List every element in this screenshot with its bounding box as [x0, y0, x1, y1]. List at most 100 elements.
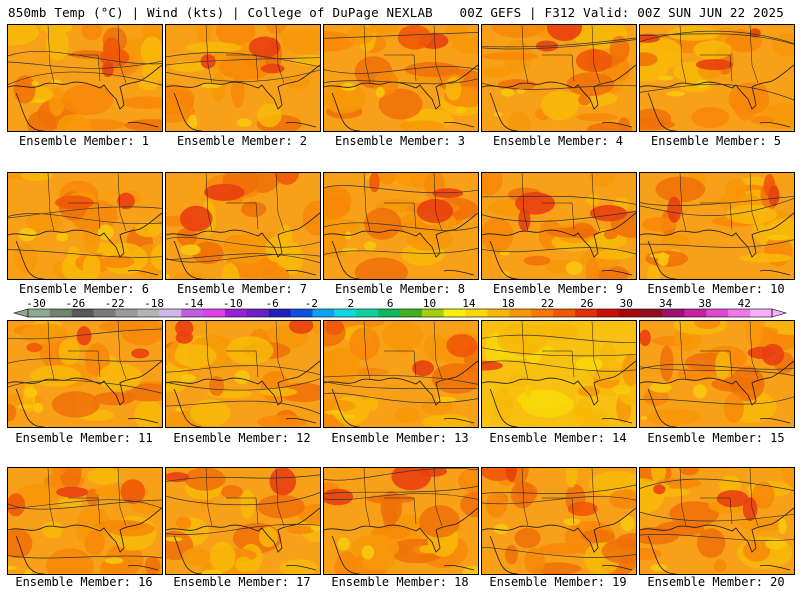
colorbar-tick-label: -30	[26, 297, 46, 310]
colorbar-tick-label: 22	[540, 297, 555, 310]
temperature-field	[324, 25, 478, 131]
temperature-field	[482, 25, 636, 131]
ensemble-member-label: Ensemble Member: 5	[650, 134, 782, 148]
colorbar-swatch	[203, 309, 226, 317]
ensemble-member-map	[7, 467, 163, 575]
ensemble-member-map	[323, 467, 479, 575]
temperature-field	[482, 173, 636, 279]
colorbar-swatch	[378, 309, 401, 317]
colorbar-tick-label: -14	[183, 297, 204, 310]
ensemble-member-label: Ensemble Member: 2	[176, 134, 308, 148]
ensemble-member-map	[7, 24, 163, 132]
temperature-field	[482, 468, 636, 574]
colorbar-tick-label: 38	[698, 297, 712, 310]
colorbar-tick-label: 18	[501, 297, 515, 310]
colorbar-swatch	[290, 309, 313, 317]
ensemble-member-label: Ensemble Member: 10	[647, 282, 785, 296]
colorbar-swatch	[662, 309, 685, 317]
ensemble-member-map	[481, 24, 637, 132]
colorbar-swatch	[312, 309, 335, 317]
colorbar-tick-label: 26	[580, 297, 594, 310]
colorbar-swatch	[618, 309, 642, 317]
ensemble-member-label: Ensemble Member: 14	[489, 431, 627, 445]
colorbar-tick-label: -26	[65, 297, 86, 310]
temperature-field	[324, 173, 478, 279]
colorbar-tick-label: -18	[144, 297, 165, 310]
colorbar-swatch	[706, 309, 729, 317]
colorbar-swatch	[159, 309, 182, 317]
colorbar-tick-label: 6	[386, 297, 394, 310]
ensemble-member-map	[639, 467, 795, 575]
ensemble-member-map	[7, 172, 163, 280]
colorbar-swatch	[181, 309, 204, 317]
ensemble-member-map	[481, 172, 637, 280]
colorbar-swatch	[224, 309, 248, 317]
colorbar-swatch	[553, 309, 576, 317]
colorbar-swatch	[93, 309, 117, 317]
colorbar-swatch	[356, 309, 379, 317]
ensemble-member-label: Ensemble Member: 9	[492, 282, 624, 296]
colorbar-swatch	[334, 309, 357, 317]
ensemble-member-map	[323, 172, 479, 280]
temperature-field	[8, 321, 162, 427]
ensemble-member-map	[481, 467, 637, 575]
colorbar-swatch	[443, 309, 467, 317]
colorbar-swatch	[487, 309, 510, 317]
temperature-field	[482, 321, 636, 427]
colorbar-swatch	[640, 309, 664, 317]
ensemble-member-label: Ensemble Member: 19	[489, 575, 627, 589]
temperature-field	[640, 173, 794, 279]
ensemble-member-label: Ensemble Member: 1	[18, 134, 150, 148]
ensemble-member-label: Ensemble Member: 18	[331, 575, 469, 589]
colorbar-outline	[27, 308, 773, 318]
ensemble-member-map	[481, 320, 637, 428]
colorbar-tick-label: 14	[462, 297, 476, 310]
run-valid-time: 00Z GEFS | F312 Valid: 00Z SUN JUN 22 20…	[459, 5, 784, 20]
colorbar-tick-label: -2	[304, 297, 319, 310]
ensemble-member-label: Ensemble Member: 3	[334, 134, 466, 148]
colorbar-tick-label: 34	[658, 297, 673, 310]
colorbar-tick-label: -22	[104, 297, 125, 310]
ensemble-member-map	[165, 320, 321, 428]
temperature-field	[640, 25, 794, 131]
colorbar-swatch	[531, 309, 554, 317]
ensemble-member-label: Ensemble Member: 11	[15, 431, 153, 445]
temperature-colorbar	[12, 308, 788, 318]
colorbar-swatch	[400, 309, 423, 317]
temperature-field	[640, 321, 794, 427]
ensemble-member-label: Ensemble Member: 20	[647, 575, 785, 589]
colorbar-swatch	[750, 309, 773, 317]
colorbar-swatch	[49, 309, 73, 317]
colorbar-swatch	[684, 309, 707, 317]
colorbar-swatch	[115, 309, 138, 317]
ensemble-member-map	[165, 172, 321, 280]
map-title: 850mb Temp (°C) | Wind (kts) | College o…	[8, 5, 433, 20]
colorbar-tick-label: 2	[347, 297, 355, 310]
ensemble-member-map	[165, 24, 321, 132]
ensemble-member-map	[165, 467, 321, 575]
colorbar-tick-label: 42	[737, 297, 751, 310]
ensemble-member-label: Ensemble Member: 16	[15, 575, 153, 589]
temperature-field	[166, 321, 320, 427]
colorbar-swatch	[596, 309, 620, 317]
ensemble-member-label: Ensemble Member: 17	[173, 575, 311, 589]
ensemble-member-label: Ensemble Member: 4	[492, 134, 624, 148]
ensemble-member-label: Ensemble Member: 8	[334, 282, 466, 296]
colorbar-min-arrow	[12, 308, 29, 318]
colorbar-swatch	[246, 309, 270, 317]
temperature-field	[8, 173, 162, 279]
colorbar-swatch	[137, 309, 160, 317]
colorbar-swatch	[268, 309, 292, 317]
colorbar-swatch	[465, 309, 489, 317]
colorbar-swatch	[71, 309, 95, 317]
ensemble-member-map	[323, 320, 479, 428]
colorbar-swatch	[728, 309, 751, 317]
colorbar-swatch	[28, 309, 51, 317]
colorbar-tick-label: -10	[222, 297, 243, 310]
ensemble-member-label: Ensemble Member: 12	[173, 431, 311, 445]
temperature-field	[166, 25, 320, 131]
colorbar-tick-label: 30	[619, 297, 633, 310]
colorbar-tick-label: 10	[422, 297, 437, 310]
temperature-field	[640, 468, 794, 574]
ensemble-member-map	[639, 24, 795, 132]
